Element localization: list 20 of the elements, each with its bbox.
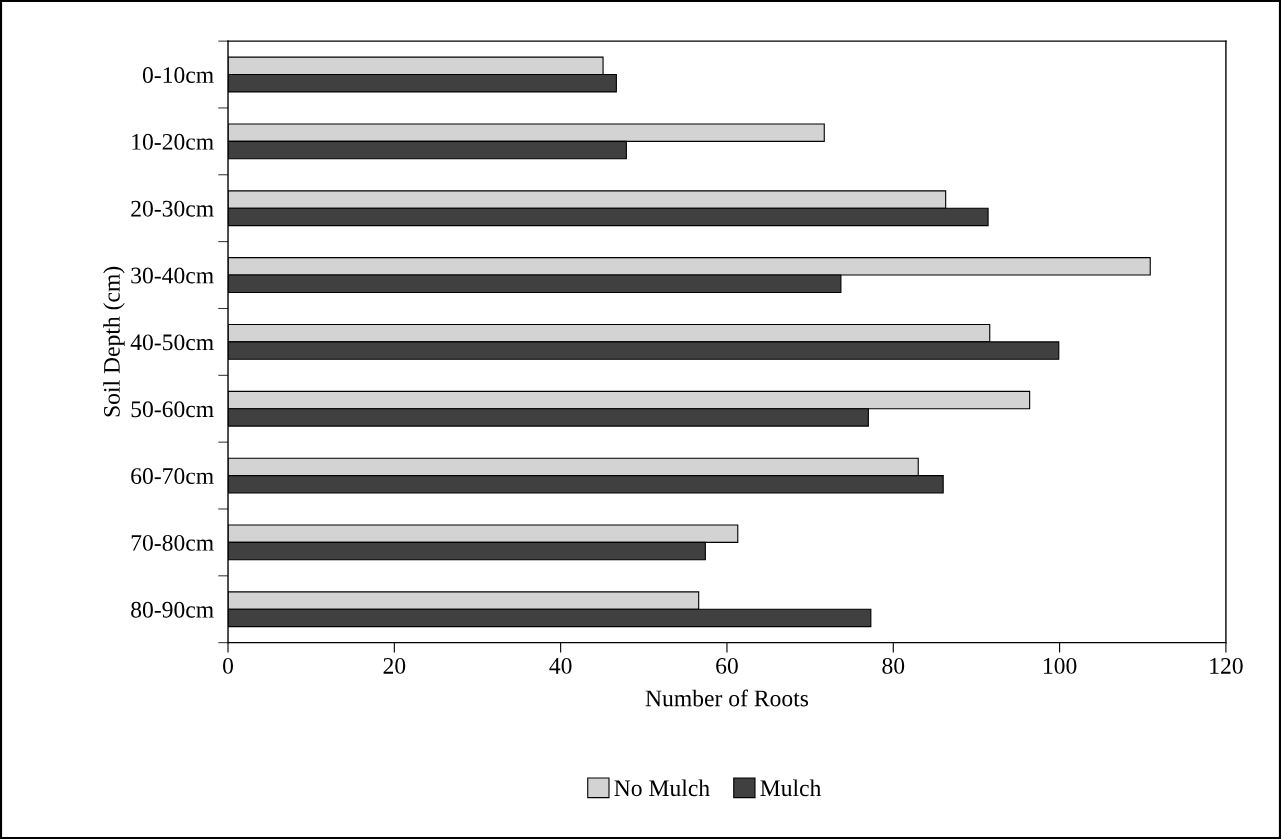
x-tick-label: 20 [383,657,406,674]
x-tick-label: 120 [1210,657,1243,674]
x-tick-label: 80 [882,657,905,674]
y-tick-label: 10-20cm [132,133,214,150]
y-tick-label: 30-40cm [131,267,214,284]
y-tick-label: 70-80cm [131,534,214,551]
x-axis-title: Number of Roots [645,689,809,707]
x-tick-label: 40 [549,657,572,674]
legend-label: No Mulch [614,779,710,797]
x-tick-label: 100 [1043,657,1077,674]
y-tick-label: 50-60cm [131,401,214,418]
legend-label: Mulch [760,779,822,797]
y-tick-label: 20-30cm [131,200,214,217]
y-tick-label: 0-10cm [142,67,214,83]
x-tick-label: 60 [716,657,738,674]
y-tick-label: 80-90cm [131,601,214,618]
y-axis-title: Soil Depth (cm) [103,266,125,417]
y-tick-label: 40-50cm [130,334,214,351]
x-tick-label: 0 [223,657,234,674]
y-tick-label: 60-70cm [131,468,214,484]
